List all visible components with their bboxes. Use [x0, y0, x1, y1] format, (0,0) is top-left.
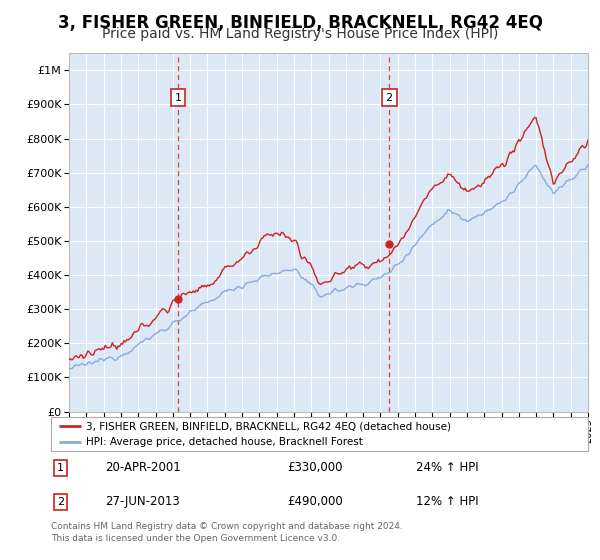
- Text: 12% ↑ HPI: 12% ↑ HPI: [416, 496, 479, 508]
- Text: 3, FISHER GREEN, BINFIELD, BRACKNELL, RG42 4EQ (detached house): 3, FISHER GREEN, BINFIELD, BRACKNELL, RG…: [86, 421, 451, 431]
- Text: £330,000: £330,000: [287, 461, 343, 474]
- Text: 20-APR-2001: 20-APR-2001: [105, 461, 181, 474]
- Text: 2: 2: [57, 497, 64, 507]
- Text: 3, FISHER GREEN, BINFIELD, BRACKNELL, RG42 4EQ: 3, FISHER GREEN, BINFIELD, BRACKNELL, RG…: [58, 14, 542, 32]
- Text: £490,000: £490,000: [287, 496, 343, 508]
- Text: 24% ↑ HPI: 24% ↑ HPI: [416, 461, 479, 474]
- Text: 1: 1: [175, 92, 181, 102]
- Text: 1: 1: [57, 463, 64, 473]
- Text: 2: 2: [385, 92, 392, 102]
- Text: Price paid vs. HM Land Registry's House Price Index (HPI): Price paid vs. HM Land Registry's House …: [102, 27, 498, 41]
- Text: Contains HM Land Registry data © Crown copyright and database right 2024.
This d: Contains HM Land Registry data © Crown c…: [51, 522, 403, 543]
- Text: HPI: Average price, detached house, Bracknell Forest: HPI: Average price, detached house, Brac…: [86, 437, 363, 447]
- Text: 27-JUN-2013: 27-JUN-2013: [105, 496, 179, 508]
